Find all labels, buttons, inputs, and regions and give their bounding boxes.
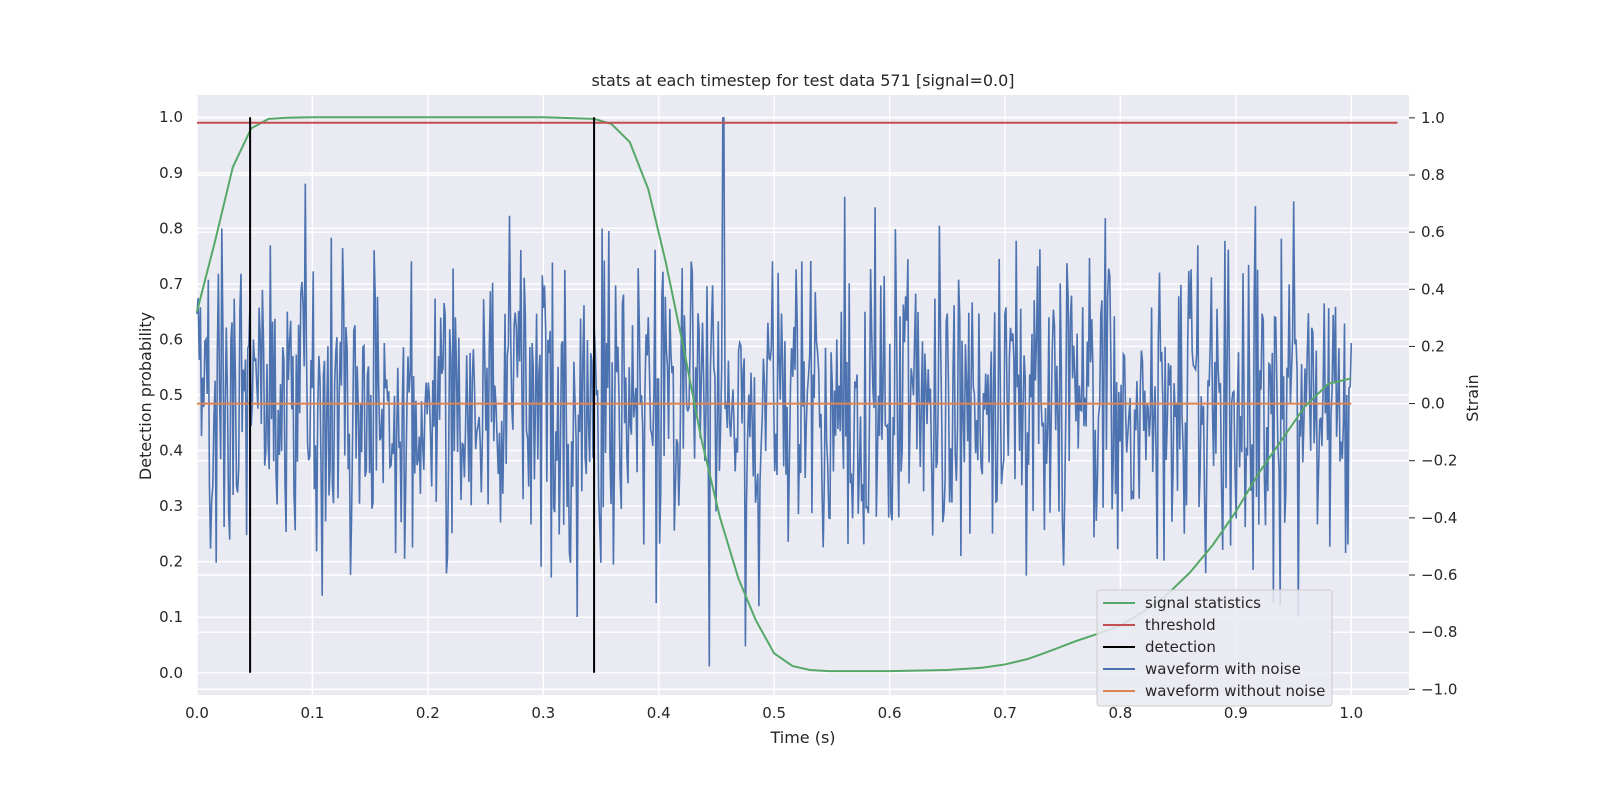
legend-box bbox=[1096, 589, 1333, 707]
x-tick-labels: 0.0 0.1 0.2 0.3 0.4 0.5 0.6 0.7 0.8 0.9 1.0 bbox=[185, 704, 1363, 722]
y-tick-label: 0.6 bbox=[159, 330, 183, 348]
legend-label-detection: detection bbox=[1145, 638, 1216, 656]
x-tick-label: 0.5 bbox=[762, 704, 786, 722]
x-tick-label: 0.2 bbox=[416, 704, 440, 722]
y-tick-label: 0.8 bbox=[159, 219, 183, 237]
waveform-with-noise-line bbox=[196, 117, 1353, 667]
y2-tick-label: 1.0 bbox=[1421, 109, 1445, 127]
x-tick-label: 0.6 bbox=[878, 704, 902, 722]
legend-label-waveform-with-noise: waveform with noise bbox=[1145, 660, 1301, 678]
x-tick-label: 0.9 bbox=[1224, 704, 1248, 722]
y2-tick-label: 0.2 bbox=[1421, 337, 1445, 355]
y-tick-label: 0.1 bbox=[159, 608, 183, 626]
y2-tick-label: −0.6 bbox=[1421, 566, 1457, 584]
chart-title: stats at each timestep for test data 571… bbox=[591, 71, 1014, 90]
y-tick-label: 0.2 bbox=[159, 553, 183, 571]
y-tick-label: 0.5 bbox=[159, 386, 183, 404]
series-layer bbox=[196, 116, 1398, 673]
y2-tick-label: 0.8 bbox=[1421, 166, 1445, 184]
y-tick-label: 0.3 bbox=[159, 497, 183, 515]
y-axis-label: Detection probability bbox=[136, 312, 155, 480]
legend-label-threshold: threshold bbox=[1145, 616, 1216, 634]
y2-axis-label: Strain bbox=[1463, 374, 1482, 421]
y-tick-labels: 0.0 0.1 0.2 0.3 0.4 0.5 0.6 0.7 0.8 0.9 1.0 bbox=[159, 108, 183, 682]
legend: signal statistics threshold detection wa… bbox=[1096, 589, 1333, 707]
legend-label-signal-statistics: signal statistics bbox=[1145, 594, 1261, 612]
legend-label-waveform-without-noise: waveform without noise bbox=[1145, 682, 1325, 700]
y-tick-label: 0.4 bbox=[159, 442, 183, 460]
y-tick-label: 1.0 bbox=[159, 108, 183, 126]
x-tick-label: 1.0 bbox=[1339, 704, 1363, 722]
x-axis-label: Time (s) bbox=[769, 728, 835, 747]
y2-tick-label: 0.6 bbox=[1421, 223, 1445, 241]
x-tick-label: 0.0 bbox=[185, 704, 209, 722]
y-tick-label: 0.9 bbox=[159, 164, 183, 182]
y2-tick-label: 0.4 bbox=[1421, 280, 1445, 298]
x-tick-label: 0.1 bbox=[300, 704, 324, 722]
x-tick-label: 0.7 bbox=[993, 704, 1017, 722]
y2-tick-label: −1.0 bbox=[1421, 680, 1457, 698]
y2-tick-label: 0.0 bbox=[1421, 395, 1445, 413]
x-tick-label: 0.8 bbox=[1108, 704, 1132, 722]
y-tick-label: 0.7 bbox=[159, 275, 183, 293]
y2-tick-label: −0.8 bbox=[1421, 623, 1457, 641]
y2-tick-labels: −1.0 −0.8 −0.6 −0.4 −0.2 0.0 0.2 0.4 0.6 0.8 1.0 bbox=[1409, 109, 1457, 698]
y2-tick-label: −0.4 bbox=[1421, 509, 1457, 527]
x-tick-label: 0.4 bbox=[647, 704, 671, 722]
signal-statistics-line bbox=[196, 116, 1352, 673]
x-tick-label: 0.3 bbox=[531, 704, 555, 722]
y2-tick-label: −0.2 bbox=[1421, 452, 1457, 470]
y-tick-label: 0.0 bbox=[159, 664, 183, 682]
